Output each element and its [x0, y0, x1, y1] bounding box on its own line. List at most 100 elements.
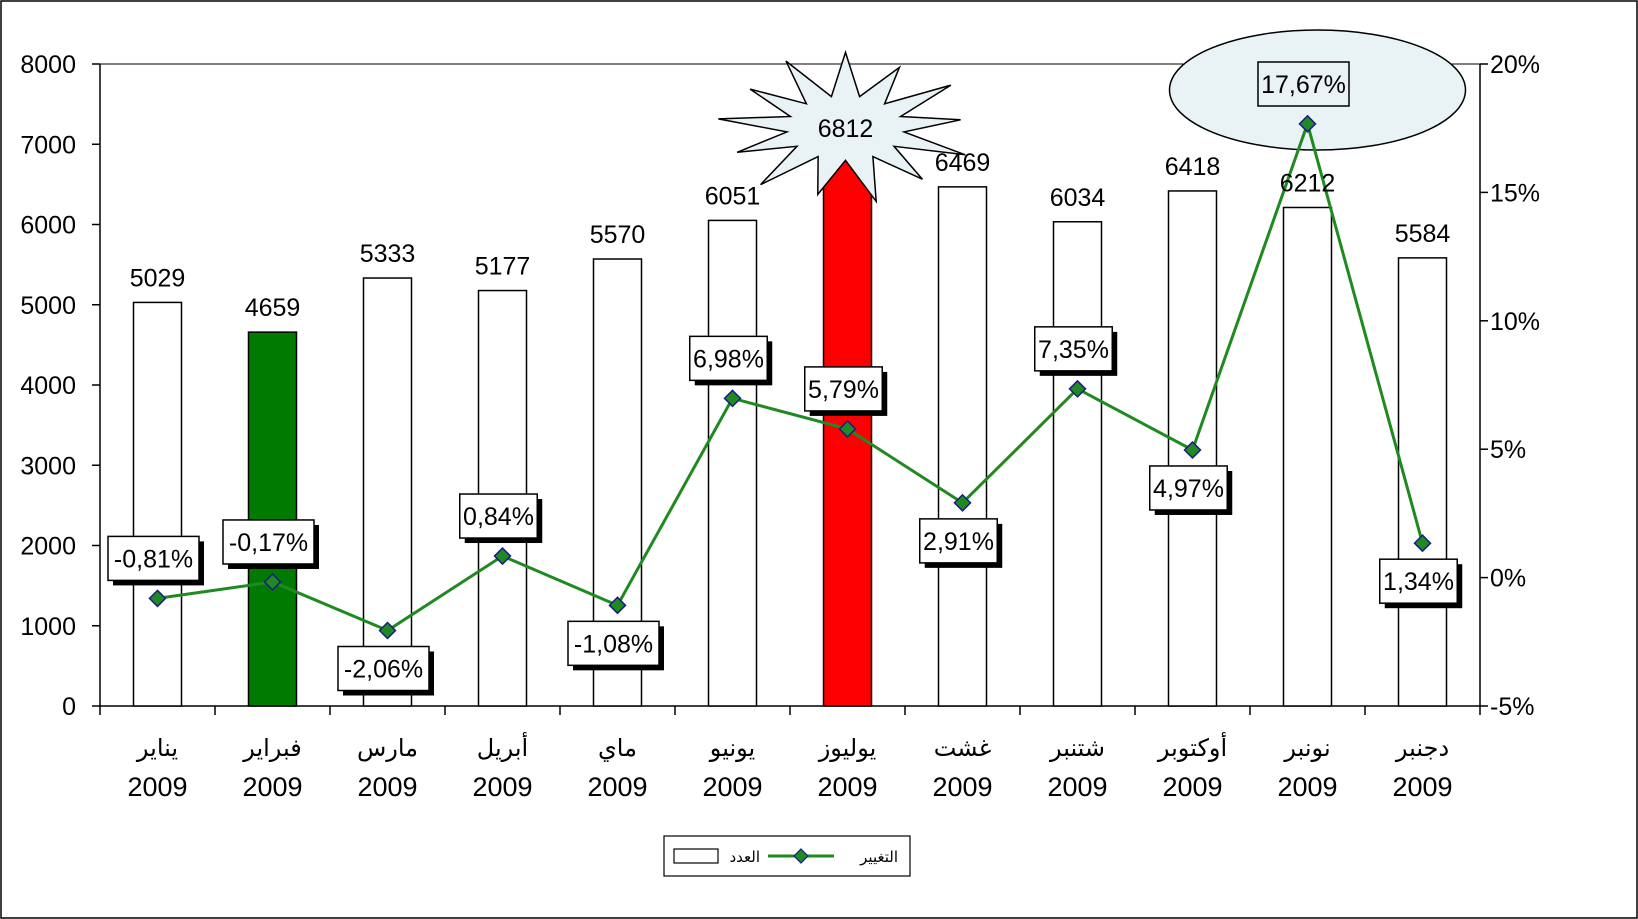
- bar-value-label: 4659: [245, 294, 301, 322]
- y-left-tick-label: 5000: [20, 292, 76, 320]
- x-tick-label-year: 2009: [1277, 772, 1337, 802]
- x-tick-label-year: 2009: [127, 772, 187, 802]
- pct-label-box: [1034, 326, 1113, 372]
- pct-label-box: [337, 645, 430, 692]
- pct-label: 5,79%: [808, 376, 879, 404]
- bar-value-label: 5584: [1395, 220, 1451, 248]
- y-right-tick-label: 10%: [1490, 308, 1540, 336]
- bar-value-label: 6418: [1165, 153, 1221, 181]
- change-marker: [1068, 379, 1087, 398]
- x-tick-label-month: مارس: [357, 734, 418, 762]
- pct-label-box: [804, 366, 883, 412]
- x-tick-label-year: 2009: [817, 772, 877, 802]
- pct-label-box: [222, 519, 315, 565]
- change-marker: [1413, 534, 1432, 553]
- x-tick-label-year: 2009: [1162, 772, 1222, 802]
- change-marker: [263, 572, 282, 592]
- starburst-callout: [718, 49, 966, 204]
- x-tick-label-month: يوليوز: [818, 734, 877, 762]
- bar-value-label: 5570: [590, 221, 646, 249]
- pct-label: 6,98%: [693, 345, 764, 373]
- x-tick-label-month: دجنبر: [1395, 734, 1449, 762]
- change-marker: [378, 621, 397, 640]
- bar-value-label: 6469: [935, 149, 991, 177]
- bar-value-label: 6812: [818, 115, 874, 143]
- x-tick-label-year: 2009: [932, 772, 992, 802]
- pct-label: -2,06%: [344, 656, 423, 684]
- y-right-tick-label: 0%: [1490, 565, 1526, 593]
- pct-label: 1,34%: [1383, 568, 1454, 596]
- x-tick-label-month: أبريل: [477, 732, 528, 762]
- pct-label: 17,67%: [1261, 71, 1346, 99]
- pct-label-box: [459, 493, 538, 539]
- x-tick-label-month: أوكتوبر: [1157, 732, 1227, 762]
- bar-value-label: 5177: [475, 253, 531, 281]
- change-marker: [148, 589, 167, 608]
- labels-layer: 5029 4659 5333 5177 5570 6051 6812 6469 6034 6418…: [107, 61, 1463, 696]
- pct-label-box: [107, 535, 200, 582]
- x-tick-label-month: نونبر: [1283, 734, 1330, 762]
- legend: التغيير العدد: [663, 835, 911, 877]
- pct-label: 7,35%: [1038, 336, 1109, 364]
- x-tick-label-month: فبراير: [242, 734, 302, 762]
- change-marker: [838, 419, 857, 438]
- pct-label: 0,84%: [463, 503, 534, 531]
- pct-label: 4,97%: [1153, 475, 1224, 503]
- bar: [707, 219, 758, 707]
- pct-label-box: [689, 335, 768, 382]
- bar-value-label: 5333: [360, 240, 416, 268]
- pct-label-box: [919, 518, 998, 564]
- bar: [247, 331, 298, 707]
- x-tick-label-year: 2009: [1047, 772, 1107, 802]
- pct-label-box: [1379, 558, 1458, 604]
- pct-label: -0,81%: [114, 545, 193, 573]
- y-left-tick-label: 7000: [20, 131, 76, 159]
- bars-layer: [132, 158, 1448, 707]
- bar: [1282, 206, 1333, 707]
- y-left-tick-label: 8000: [20, 51, 76, 79]
- bar: [1052, 221, 1103, 707]
- change-marker: [953, 493, 972, 512]
- x-tick-label-month: ماي: [598, 734, 637, 762]
- x-tick-label-year: 2009: [357, 772, 417, 802]
- pct-label-box: [1257, 61, 1350, 107]
- x-tick-label-year: 2009: [702, 772, 762, 802]
- change-marker: [1298, 114, 1317, 133]
- y-right-tick-label: 20%: [1490, 51, 1540, 79]
- bar: [937, 186, 988, 707]
- pct-label-box: [1149, 465, 1228, 511]
- change-marker: [723, 389, 742, 408]
- y-left-tick-label: 0: [62, 693, 76, 721]
- bar-value-label: 5029: [130, 264, 186, 292]
- x-tick-label-month: غشت: [934, 734, 992, 762]
- pct-label: -1,08%: [574, 630, 653, 658]
- bar-value-label: 6212: [1280, 169, 1336, 197]
- y-right-tick-label: 15%: [1490, 179, 1540, 207]
- pct-label: 2,91%: [923, 528, 994, 556]
- x-tick-label-month: يناير: [136, 734, 178, 762]
- y-left-tick-label: 4000: [20, 372, 76, 400]
- x-tick-label-year: 2009: [587, 772, 647, 802]
- pct-label: -0,17%: [229, 529, 308, 557]
- x-tick-label-year: 2009: [1392, 772, 1452, 802]
- bar: [132, 301, 183, 707]
- x-tick-label-year: 2009: [242, 772, 302, 802]
- change-line: [157, 118, 1424, 633]
- bar: [362, 277, 413, 707]
- x-tick-label-month: شتنبر: [1049, 734, 1105, 762]
- y-right-tick-label: 5%: [1490, 436, 1526, 464]
- y-left-tick-label: 6000: [20, 212, 76, 240]
- y-left-tick-label: 2000: [20, 533, 76, 561]
- change-marker: [608, 596, 627, 615]
- legend-line-marker: [793, 848, 809, 864]
- legend-line-label: التغيير: [859, 848, 898, 866]
- change-marker: [493, 546, 512, 566]
- legend-bar-swatch: [673, 848, 719, 864]
- bar-value-label: 6051: [705, 182, 761, 210]
- bar-value-label: 6034: [1050, 184, 1106, 212]
- pct-label-box: [567, 620, 660, 667]
- y-left-tick-label: 3000: [20, 452, 76, 480]
- legend-bar-label: العدد: [729, 848, 760, 866]
